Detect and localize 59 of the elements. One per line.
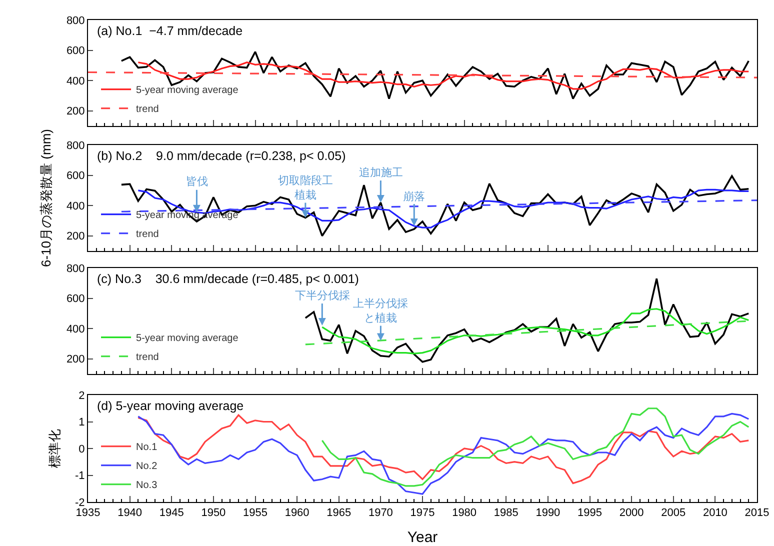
legend-label: 5-year moving average [136,85,239,96]
x-axis-title: Year [407,529,438,546]
annotation: 追加施工 [359,166,403,179]
x-tick-label: 2015 [744,507,770,520]
line-series [321,408,750,487]
y-tick-label: 600 [66,293,85,306]
y-tick-label: 400 [66,323,85,336]
x-tick-label: 1990 [536,507,560,520]
y-tick-label: 0 [78,443,85,456]
chart-title: (c) No.3 30.6 mm/decade (r=0.485, p< 0.001) [97,272,359,286]
y-tick-label: 200 [66,230,85,243]
annotation: 切取階段工植栽 [278,174,333,202]
x-tick-label: 1940 [118,507,142,520]
y-tick-label: 1 [78,416,85,429]
legend-label: No.1 [136,442,158,454]
y-tick-label: 600 [66,45,85,58]
x-tick-label: 1945 [159,507,184,520]
y-tick-label: 800 [66,140,85,152]
y-tick-label: 600 [66,170,85,182]
x-tick-label: 2005 [661,507,686,520]
x-tick-label: 1975 [410,507,435,520]
legend-label: No.2 [136,461,158,472]
legend-label: trend [136,352,159,364]
line-series [321,308,750,354]
chart-title: (b) No.2 9.0 mm/decade (r=0.238, p< 0.05) [97,149,346,163]
chart-title: (a) No.1 −4.7 mm/decade [97,24,243,38]
y-tick-label: 200 [66,106,85,118]
y-axis-title: 6-10月の蒸発散量 (mm) [38,129,54,267]
y-tick-label: -2 [75,496,85,509]
annotation: 崩落 [403,190,425,203]
x-tick-label: 1935 [76,507,100,520]
annotation: 上半分伐採と植栽 [353,297,408,324]
legend-label: trend [136,229,159,240]
x-tick-label: 2010 [702,507,728,520]
chart-title: (d) 5-year moving average [97,399,244,413]
y-tick-label: 400 [66,200,85,212]
x-tick-label: 2000 [619,507,644,520]
y-tick-label: 200 [66,354,85,366]
x-tick-label: 1970 [368,507,393,520]
y-tick-label: 800 [66,262,85,275]
x-tick-label: 1965 [326,507,352,520]
annotation: 下半分伐採 [295,289,350,302]
legend-label: No.3 [136,480,158,492]
x-tick-label: 1980 [452,507,477,520]
line-series [137,188,750,228]
x-tick-label: 1955 [243,507,268,520]
y-tick-label: -1 [75,470,85,482]
x-tick-label: 1995 [578,507,602,520]
y-tick-label: 2 [78,390,85,402]
x-tick-label: 1960 [284,507,310,520]
y-axis-title: 標準化 [46,429,62,468]
legend-label: trend [136,104,159,116]
x-tick-label: 1985 [494,507,518,520]
y-tick-label: 400 [66,75,85,88]
line-series [120,50,750,100]
y-tick-label: 800 [66,14,85,27]
legend-label: 5-year moving average [136,333,239,344]
x-tick-label: 1950 [201,507,226,520]
annotation: 皆伐 [186,176,208,188]
